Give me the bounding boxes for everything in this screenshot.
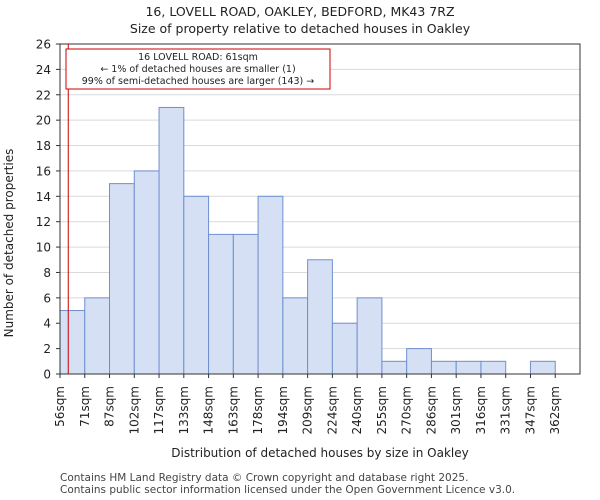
y-tick-label: 4 [43, 317, 51, 331]
histogram-bar [356, 297, 383, 375]
x-tick-label: 270sqm [400, 386, 414, 434]
y-tick-label: 12 [36, 215, 51, 229]
x-axis-label: Distribution of detached houses by size … [171, 446, 468, 460]
x-tick-label: 194sqm [276, 386, 290, 434]
x-tick-label: 347sqm [523, 386, 537, 434]
histogram-bar [430, 360, 457, 375]
footer-line-2: Contains public sector information licen… [60, 484, 516, 496]
x-tick-label: 56sqm [53, 386, 67, 427]
x-tick-label: 163sqm [226, 386, 240, 434]
histogram-bar [208, 233, 234, 375]
histogram-bar [331, 322, 358, 375]
x-tick-label: 133sqm [177, 386, 191, 434]
histogram-bar [381, 360, 408, 375]
x-tick-label: 209sqm [301, 386, 315, 434]
x-tick-label: 224sqm [325, 386, 339, 434]
x-tick-label: 301sqm [449, 386, 463, 434]
annotation-box: 16 LOVELL ROAD: 61sqm ← 1% of detached h… [65, 48, 331, 90]
x-tick-label: 316sqm [474, 386, 488, 434]
histogram-bar [455, 360, 482, 375]
annotation-frame [65, 48, 331, 90]
histogram-bar [406, 348, 432, 375]
histogram-bar [257, 195, 284, 375]
histogram-bar [183, 195, 210, 375]
y-tick-label: 22 [36, 88, 51, 102]
x-tick-label: 255sqm [375, 386, 389, 434]
histogram-bar [529, 360, 556, 375]
plot-frame [59, 43, 581, 375]
x-tick-label: 331sqm [499, 386, 513, 434]
annotation-line-3: 99% of semi-detached houses are larger (… [82, 76, 315, 87]
y-tick-label: 26 [36, 38, 51, 52]
x-tick-label: 71sqm [78, 386, 92, 427]
x-tick-label: 117sqm [152, 386, 166, 434]
x-tick-label: 178sqm [251, 386, 265, 434]
x-tick-label: 148sqm [202, 386, 216, 434]
y-tick-label: 24 [36, 63, 51, 77]
y-tick-label: 0 [43, 368, 51, 382]
y-tick-label: 16 [36, 164, 51, 178]
histogram-bar [307, 259, 333, 375]
footer-line-1: Contains HM Land Registry data © Crown c… [60, 472, 469, 484]
histogram-bar [232, 233, 259, 375]
y-axis-label: Number of detached properties [2, 149, 16, 338]
histogram-bar [480, 360, 507, 375]
x-tick-label: 102sqm [127, 386, 141, 434]
histogram-bar [133, 170, 160, 375]
x-tick-label: 286sqm [424, 386, 438, 434]
x-tick-label: 240sqm [350, 386, 364, 434]
y-tick-label: 10 [36, 241, 51, 255]
y-tick-label: 18 [36, 139, 51, 153]
x-tick-label: 87sqm [103, 386, 117, 427]
y-tick-label: 14 [36, 190, 51, 204]
chart-title: 16, LOVELL ROAD, OAKLEY, BEDFORD, MK43 7… [145, 4, 455, 19]
y-tick-label: 8 [43, 266, 51, 280]
histogram-bar [84, 297, 111, 375]
x-tick-label: 362sqm [548, 386, 562, 434]
x-axis-ticks: 56sqm 71sqm 87sqm 102sqm 117sqm 133sqm 148sqm 1… [53, 374, 562, 434]
bars [59, 106, 556, 375]
y-tick-label: 6 [43, 291, 51, 305]
annotation-line-1: 16 LOVELL ROAD: 61sqm [138, 52, 258, 63]
histogram-bar [109, 183, 135, 375]
annotation-line-2: ← 1% of detached houses are smaller (1) [100, 64, 295, 75]
chart-subtitle: Size of property relative to detached ho… [129, 21, 471, 36]
histogram-bar [158, 106, 185, 375]
y-tick-label: 2 [43, 342, 51, 356]
histogram-bar [59, 310, 86, 375]
y-tick-label: 20 [36, 114, 51, 128]
histogram-bar [282, 297, 309, 375]
